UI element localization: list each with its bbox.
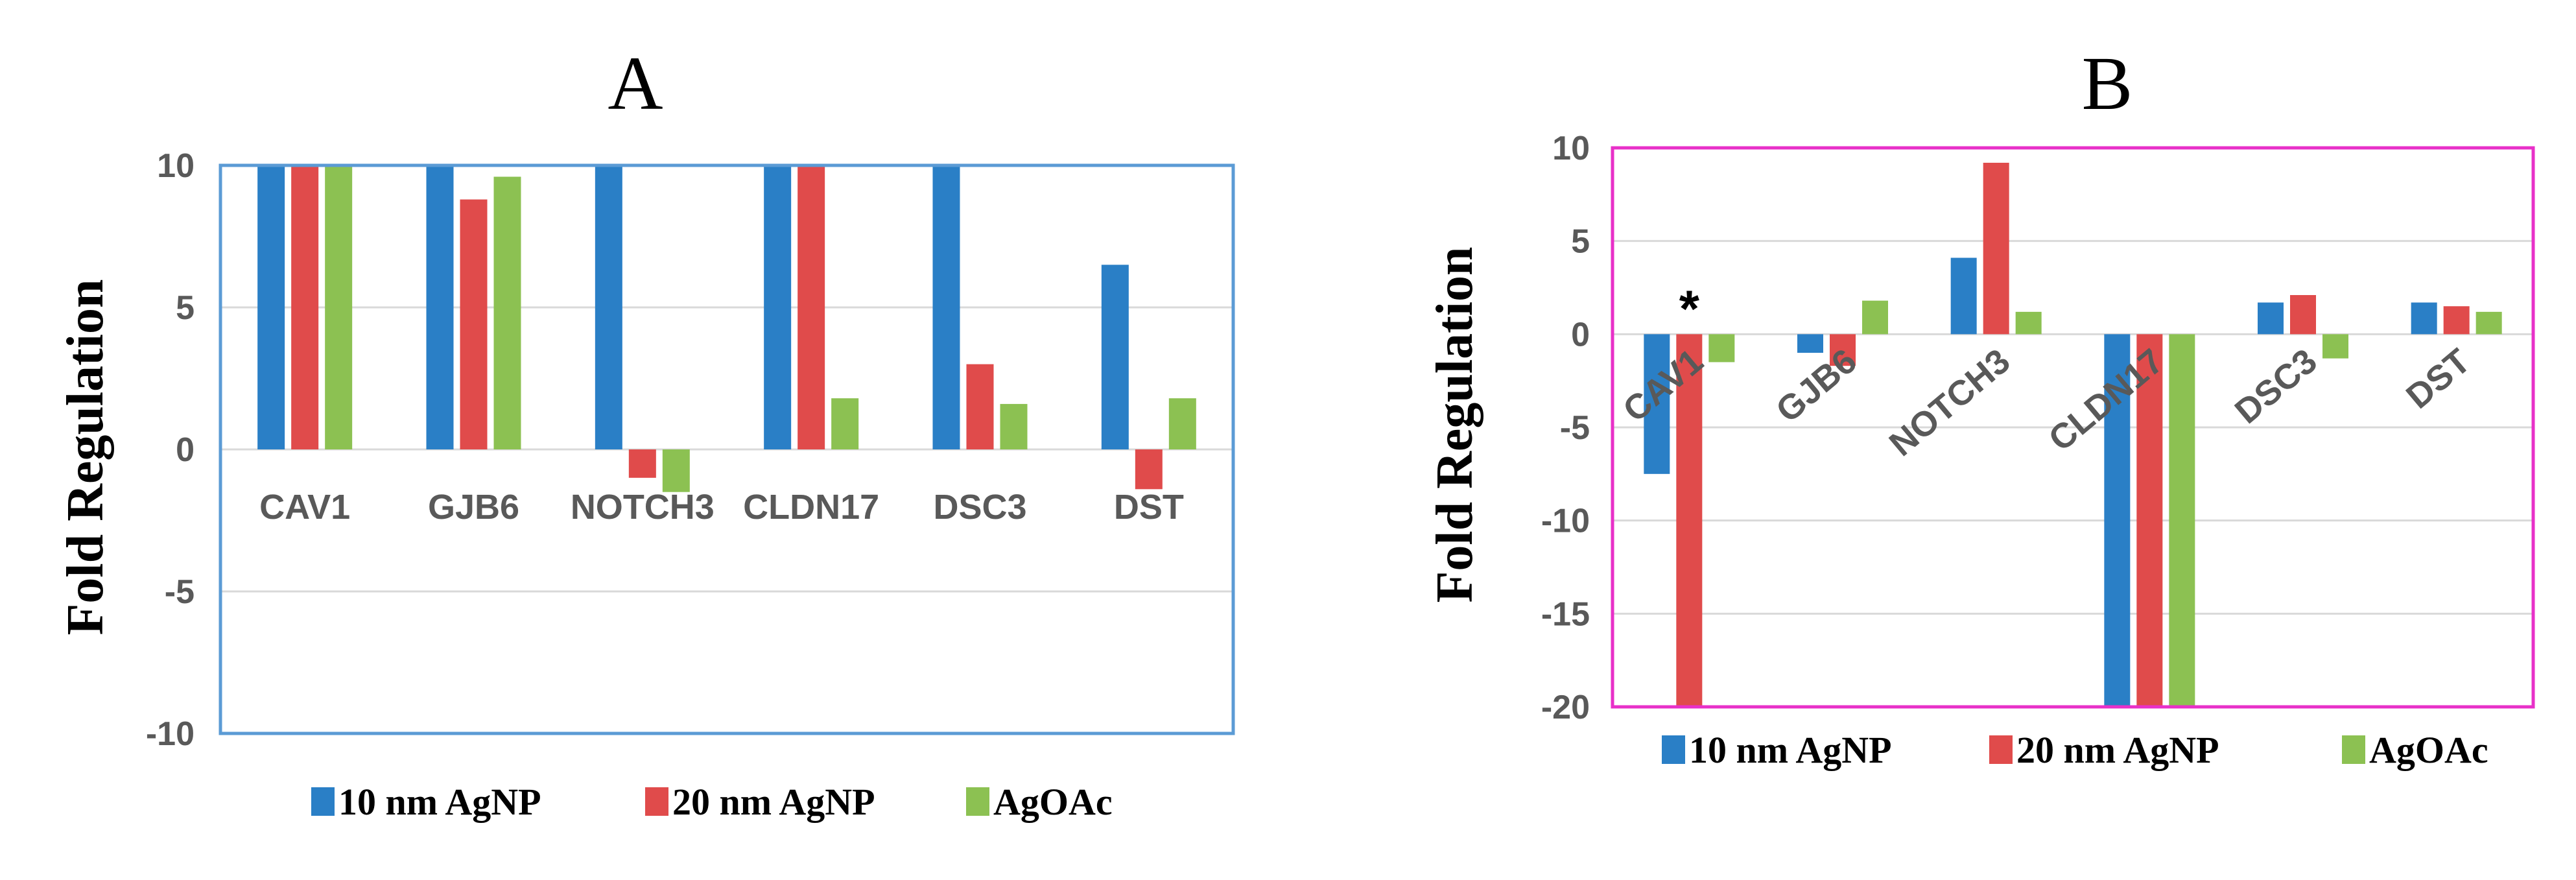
legend-label: 10 nm AgNP [1689, 729, 1892, 771]
category-label: NOTCH3 [1882, 342, 2018, 464]
y-tick-label: 0 [176, 431, 195, 469]
bar [2411, 302, 2437, 335]
bar [1676, 334, 1703, 707]
legend-swatch [966, 787, 989, 816]
y-tick-label: -5 [1560, 409, 1590, 447]
bar [460, 199, 488, 449]
bar [1101, 265, 1129, 449]
bar [2169, 334, 2195, 707]
bar [325, 165, 353, 449]
bar [1797, 334, 1823, 353]
category-label: DSC3 [933, 488, 1026, 527]
category-label: DST [1114, 488, 1184, 527]
legend-swatch [1989, 735, 2013, 764]
y-tick-label: -10 [146, 715, 195, 753]
category-label: GJB6 [428, 488, 519, 527]
bar [2136, 334, 2163, 707]
bar [1830, 334, 1856, 366]
bar [2290, 294, 2316, 335]
bar [932, 165, 960, 449]
plot-frame [1611, 146, 2535, 709]
bar [831, 398, 859, 449]
category-label: GJB6 [1769, 342, 1864, 431]
y-axis-label: Fold Regulation [57, 279, 114, 636]
y-tick-label: -10 [1541, 503, 1590, 540]
bar [426, 165, 454, 449]
legend-swatch [1662, 735, 1685, 764]
bar [628, 449, 656, 478]
y-tick-label: 0 [1571, 316, 1590, 353]
bar [1862, 300, 1888, 335]
bar [595, 165, 622, 449]
category-label: CLDN17 [743, 488, 879, 527]
y-tick-label: 5 [1571, 223, 1590, 261]
legend-label: AgOAc [993, 781, 1113, 823]
bar [1950, 257, 1977, 335]
bar [493, 176, 521, 449]
bar [1983, 162, 2009, 335]
bar [966, 364, 994, 449]
bar [2476, 311, 2502, 335]
bar [1644, 334, 1670, 474]
plot-frame [219, 163, 1235, 735]
legend-swatch [311, 787, 335, 816]
legend-label: 20 nm AgNP [672, 781, 875, 823]
legend-label: 20 nm AgNP [2016, 729, 2219, 771]
bar [2104, 334, 2131, 707]
bar [2015, 311, 2042, 335]
bar [1168, 398, 1196, 449]
bar [764, 165, 792, 449]
bar [291, 165, 319, 449]
bar [662, 449, 690, 492]
bar [2258, 302, 2284, 335]
panel-a-chart: A Fold Regulation -10 -5 0 5 10 CAV1 GJB6 NOTCH3 C… [57, 41, 1235, 823]
category-label: NOTCH3 [571, 488, 715, 527]
y-tick-label: -5 [165, 573, 195, 611]
y-tick-label: -20 [1541, 689, 1590, 726]
legend-swatch [645, 787, 668, 816]
y-tick-label: 5 [176, 289, 195, 327]
significance-marker: * [1679, 279, 1700, 337]
bar [2322, 334, 2348, 359]
category-label: DST [2399, 342, 2477, 416]
legend-swatch [2342, 735, 2365, 764]
y-tick-label: 10 [157, 147, 195, 185]
legend-label: 10 nm AgNP [338, 781, 541, 823]
category-label: CAV1 [259, 488, 350, 527]
category-label: DSC3 [2228, 342, 2324, 432]
bar [2443, 306, 2470, 335]
bar [1000, 403, 1028, 449]
bar [1135, 449, 1163, 490]
y-tick-label: 10 [1552, 130, 1590, 167]
bar [798, 165, 825, 449]
y-tick-label: -15 [1541, 595, 1590, 633]
panel-title: A [608, 41, 663, 126]
bar [257, 165, 285, 449]
y-axis-label: Fold Regulation [1426, 247, 1483, 603]
bar [1708, 334, 1735, 363]
panel-title: B [2082, 41, 2133, 126]
legend-label: AgOAc [2369, 729, 2488, 771]
